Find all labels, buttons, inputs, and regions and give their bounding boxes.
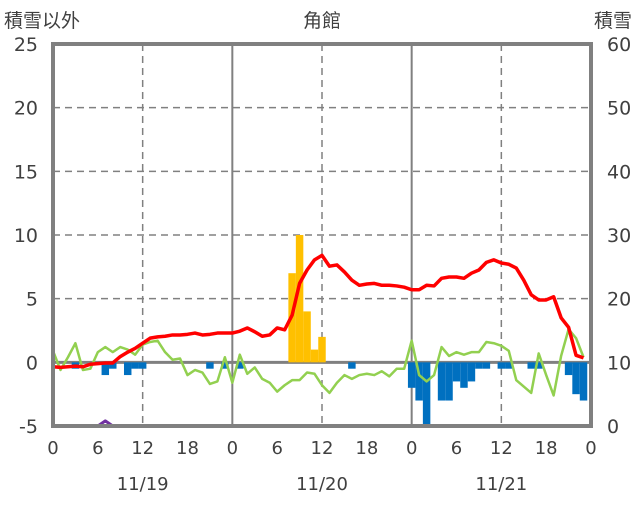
y-right-tick-label: 40 [607, 161, 631, 183]
snow_change-bar [422, 362, 431, 426]
x-tick-label: 6 [451, 438, 462, 459]
date-label: 11/19 [117, 474, 169, 495]
right-axis-title: 積雪 [594, 10, 632, 32]
chart-title: 角館 [303, 10, 341, 32]
snow_change-bar [415, 362, 423, 401]
y-left-tick-label: -5 [19, 416, 38, 438]
left-axis-title: 積雪以外 [4, 10, 80, 32]
snow_change-bar [445, 362, 453, 401]
x-tick-label: 12 [131, 438, 154, 459]
snow_change-bar [138, 362, 147, 369]
x-tick-label: 0 [406, 438, 417, 459]
snow_change-bar [109, 362, 117, 369]
snow_change-bar [482, 362, 491, 369]
y-left-tick-label: 15 [14, 161, 38, 183]
snow_change-bar [221, 362, 229, 369]
snow_change-bar [534, 362, 543, 369]
snowfall-bar [310, 349, 319, 363]
y-left-tick-label: 5 [26, 289, 38, 311]
y-right-tick-label: 0 [607, 416, 619, 438]
snow_change-bar [131, 362, 139, 369]
y-right-tick-label: 30 [607, 225, 631, 247]
snow_change-bar [101, 362, 110, 376]
snowfall-bar [303, 311, 311, 363]
y-right-tick-label: 50 [607, 98, 631, 120]
y-right-tick-label: 20 [607, 289, 631, 311]
snow_change-bar [123, 362, 132, 376]
snow_change-bar [475, 362, 483, 369]
x-tick-label: 18 [176, 438, 199, 459]
x-tick-label: 0 [227, 438, 238, 459]
snow_change-bar [236, 362, 244, 369]
x-tick-label: 18 [535, 438, 558, 459]
x-tick-label: 6 [92, 438, 103, 459]
snow_change-bar [407, 362, 416, 388]
y-left-tick-label: 20 [14, 98, 38, 120]
x-tick-label: 12 [311, 438, 334, 459]
snow_change-bar [437, 362, 446, 401]
snow_change-bar [467, 362, 476, 382]
y-right-tick-label: 10 [607, 352, 631, 374]
snow_change-bar [564, 362, 573, 376]
snowfall-bar [318, 336, 326, 363]
x-tick-label: 0 [47, 438, 58, 459]
plot-border [51, 42, 593, 428]
temperature-line [51, 327, 585, 397]
x-tick-label: 18 [355, 438, 378, 459]
date-label: 11/21 [475, 474, 527, 495]
y-left-tick-label: 10 [14, 225, 38, 247]
x-tick-label: 12 [490, 438, 513, 459]
snow_change-bar [497, 362, 506, 369]
snowfall-bar [295, 235, 304, 363]
snow_change-bar [572, 362, 580, 395]
y-left-tick-label: 25 [14, 34, 38, 56]
x-tick-label: 0 [585, 438, 596, 459]
date-label: 11/20 [296, 474, 348, 495]
y-right-tick-label: 60 [607, 34, 631, 56]
snow_change-bar [348, 362, 356, 369]
snow_change-bar [206, 362, 214, 369]
x-tick-label: 6 [271, 438, 282, 459]
snow_change-bar [527, 362, 535, 369]
y-left-tick-label: 0 [26, 352, 38, 374]
snow_change-bar [452, 362, 461, 382]
snow_change-bar [579, 362, 588, 401]
snow_change-bar [460, 362, 468, 388]
snow_change-bar [505, 362, 513, 369]
snow_depth-line [52, 253, 585, 370]
